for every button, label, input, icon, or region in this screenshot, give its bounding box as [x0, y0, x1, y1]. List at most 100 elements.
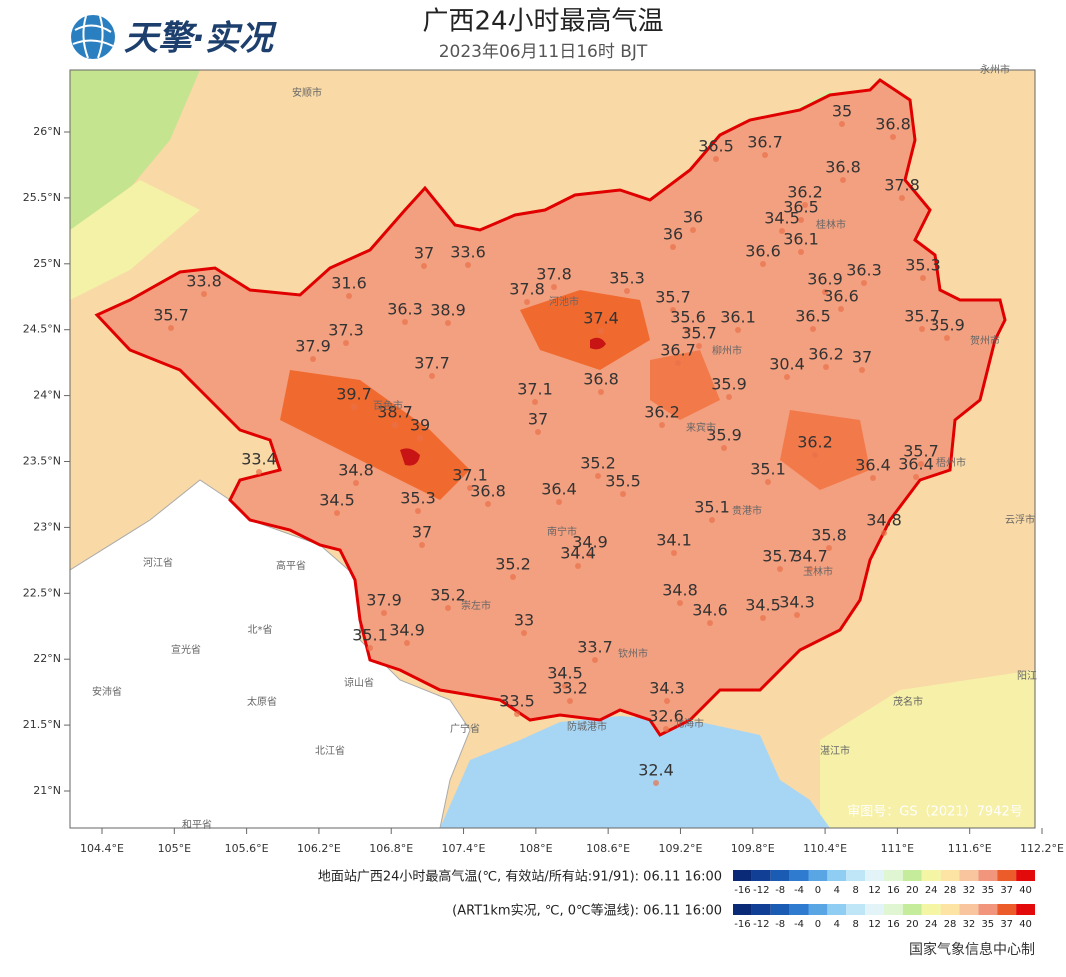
- station-dot: [524, 299, 530, 305]
- station-dot: [840, 177, 846, 183]
- colorbar-label: 28: [944, 919, 957, 930]
- station-value: 36.4: [898, 455, 934, 474]
- colorbar-cell: [789, 904, 809, 915]
- station-value: 37: [528, 410, 548, 429]
- colorbar-cell: [733, 870, 752, 881]
- station-value: 34.9: [389, 621, 425, 640]
- station-dot: [870, 475, 876, 481]
- place-name: 永州市: [980, 63, 1010, 76]
- lat-tick-label: 23.5°N: [23, 455, 61, 468]
- station-dot: [762, 152, 768, 158]
- station-value: 36: [663, 225, 683, 244]
- station-value: 36.7: [660, 341, 696, 360]
- station-value: 36.6: [823, 287, 859, 306]
- lon-tick-label: 110.4°E: [803, 842, 847, 855]
- station-value: 36.3: [846, 261, 882, 280]
- station-dot: [595, 473, 601, 479]
- colorbar-label: 8: [853, 885, 859, 896]
- colorbar-label: 35: [981, 919, 994, 930]
- station-dot: [810, 326, 816, 332]
- station-dot: [334, 510, 340, 516]
- station-value: 38.9: [430, 301, 466, 320]
- legend-label: 地面站广西24小时最高气温(℃, 有效站/所有站:91/91): 06.11 1…: [318, 869, 722, 885]
- place-name: 北海市: [674, 717, 704, 730]
- colorbar-cell: [902, 870, 922, 881]
- station-value: 35.3: [609, 269, 645, 288]
- colorbar-cell: [940, 870, 960, 881]
- lat-tick-label: 22°N: [33, 652, 61, 665]
- lon-tick-label: 107.4°E: [442, 842, 486, 855]
- colorbar-label: 40: [1019, 885, 1032, 896]
- station-value: 35.3: [400, 489, 436, 508]
- place-name: 广宁省: [450, 722, 480, 735]
- place-name: 来宾市: [686, 421, 716, 434]
- colorbar-cell: [770, 870, 790, 881]
- station-dot: [713, 156, 719, 162]
- lon-tick-label: 104.4°E: [80, 842, 124, 855]
- station-value: 31.6: [331, 274, 367, 293]
- colorbar-label: 12: [868, 919, 881, 930]
- lat-tick-label: 21.5°N: [23, 718, 61, 731]
- colorbar-label: 20: [906, 919, 919, 930]
- station-dot: [624, 288, 630, 294]
- station-value: 34.8: [866, 511, 902, 530]
- colorbar-label: 0: [815, 885, 821, 896]
- station-dot: [556, 499, 562, 505]
- station-dot: [823, 364, 829, 370]
- lat-tick-label: 24.5°N: [23, 323, 61, 336]
- station-value: 35.1: [352, 626, 388, 645]
- colorbar-label: 35: [981, 885, 994, 896]
- station-dot: [653, 780, 659, 786]
- place-name: 茂名市: [893, 695, 923, 708]
- station-dot: [690, 227, 696, 233]
- place-name: 和平省: [182, 818, 212, 831]
- place-name: 防城港市: [567, 720, 607, 733]
- station-value: 34.5: [745, 596, 781, 615]
- station-value: 35.2: [495, 555, 531, 574]
- place-name: 桂林市: [816, 218, 846, 231]
- colorbar-cell: [997, 870, 1017, 881]
- station-value: 34.9: [572, 533, 608, 552]
- colorbar-cell: [808, 870, 828, 881]
- colorbar-label: -4: [794, 885, 804, 896]
- place-name: 南宁市: [547, 525, 577, 538]
- place-name: 阳江: [1017, 670, 1037, 682]
- lon-tick-label: 109.8°E: [731, 842, 775, 855]
- station-value: 35.3: [905, 256, 941, 275]
- station-dot: [598, 328, 604, 334]
- station-dot: [467, 485, 473, 491]
- lon-tick-label: 111°E: [881, 842, 914, 855]
- station-value: 35.9: [711, 375, 747, 394]
- station-dot: [826, 545, 832, 551]
- colorbar-label: 28: [944, 885, 957, 896]
- station-dot: [567, 698, 573, 704]
- station-value: 35.1: [694, 498, 730, 517]
- station-value: 33.7: [577, 638, 613, 657]
- station-dot: [779, 228, 785, 234]
- station-value: 34.5: [547, 664, 583, 683]
- station-dot: [343, 340, 349, 346]
- station-dot: [918, 461, 924, 467]
- station-dot: [670, 307, 676, 313]
- colorbar-cell: [959, 904, 979, 915]
- station-dot: [421, 263, 427, 269]
- station-dot: [346, 293, 352, 299]
- station-dot: [353, 480, 359, 486]
- lat-tick-label: 25°N: [33, 257, 61, 270]
- station-dot: [881, 530, 887, 536]
- place-name: 安沛省: [92, 685, 122, 698]
- colorbar-cell: [827, 904, 847, 915]
- station-value: 36.5: [783, 198, 819, 217]
- colorbar-cell: [789, 870, 809, 881]
- station-dot: [760, 261, 766, 267]
- station-value: 36.9: [807, 270, 843, 289]
- lon-tick-label: 111.6°E: [948, 842, 992, 855]
- station-value: 35.7: [655, 288, 691, 307]
- station-value: 39: [410, 416, 430, 435]
- station-value: 35.7: [904, 307, 940, 326]
- colorbar-cell: [733, 904, 752, 915]
- station-value: 33.4: [241, 450, 277, 469]
- station-value: 35.2: [580, 454, 616, 473]
- colorbar-label: -16: [734, 919, 750, 930]
- station-dot: [861, 280, 867, 286]
